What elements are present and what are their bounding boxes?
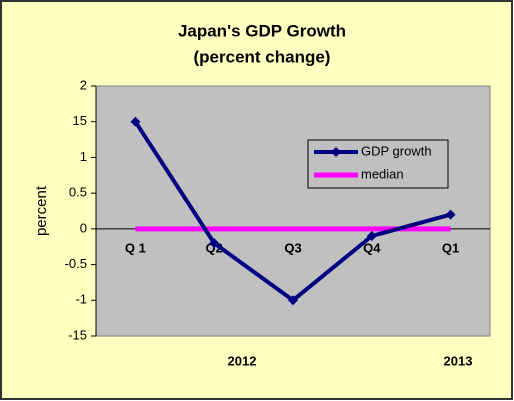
plot-area: [95, 85, 491, 337]
y-tick-label: -1: [75, 292, 87, 307]
marker: [130, 116, 141, 127]
marker: [288, 295, 298, 306]
y-tick-label: 15: [73, 113, 87, 128]
legend-label: GDP growth: [361, 143, 432, 158]
x-tick-label: Q3: [284, 240, 301, 255]
chart-subtitle: (percent change): [194, 47, 331, 66]
marker: [366, 231, 377, 241]
year-label: 2013: [444, 353, 473, 368]
marker: [209, 238, 220, 249]
y-tick-label: 1: [80, 149, 87, 164]
x-tick-label: Q4: [363, 240, 381, 255]
year-label: 2012: [228, 353, 257, 368]
y-tick-label: -0.5: [65, 256, 87, 271]
legend-marker: [331, 147, 341, 157]
legend-box: [307, 139, 449, 189]
y-tick-label: -15: [68, 327, 87, 342]
chart-title: Japan's GDP Growth: [178, 21, 346, 40]
legend-label: median: [361, 166, 404, 181]
y-tick-label: 2: [80, 77, 87, 92]
x-tick-label: Q 1: [125, 240, 146, 255]
y-axis-label: percent: [33, 185, 50, 236]
x-tick-label: Q1: [442, 240, 459, 255]
marker: [445, 209, 456, 220]
y-tick-label: 0: [80, 220, 87, 235]
y-tick-label: 0.5: [69, 185, 87, 200]
